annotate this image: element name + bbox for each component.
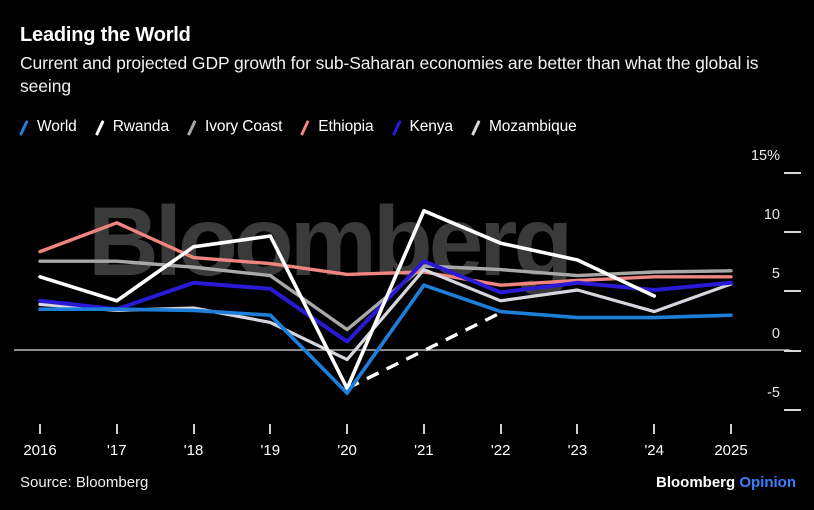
x-axis-label: 2025: [714, 442, 748, 459]
y-axis-tick: [784, 231, 801, 233]
x-axis: 2016 '17 '18 '19 '20 '21 '22 '23 '24 2025: [0, 424, 814, 464]
legend-item-label: Ivory Coast: [204, 118, 283, 135]
x-axis-tick: [422, 424, 425, 434]
chart-legend: World Rwanda Ivory Coast Ethiopia Kenya Mozam…: [18, 118, 594, 136]
projection-line-rwanda: [346, 311, 502, 390]
slash-swatch-icon: [94, 119, 106, 136]
x-axis-tick: [653, 424, 656, 434]
bloomberg-opinion-logo: Bloomberg Opinion: [656, 474, 796, 491]
x-axis-label: '22: [490, 442, 511, 459]
slash-swatch-icon: [186, 119, 198, 136]
x-axis-label: '18: [183, 442, 204, 459]
x-axis-tick: [499, 424, 502, 434]
x-axis-label: '19: [260, 442, 281, 459]
legend-item-label: Ethiopia: [318, 118, 374, 135]
y-axis-label: 5: [771, 266, 780, 282]
x-axis-tick: [730, 424, 732, 434]
y-axis-tick: [784, 172, 801, 174]
source-note: Source: Bloomberg: [20, 474, 149, 491]
x-axis-label: 2016: [23, 442, 57, 459]
y-axis-label: 10: [763, 207, 780, 223]
x-axis-label: '23: [567, 442, 588, 459]
slash-swatch-icon: [470, 119, 482, 136]
legend-item-label: World: [37, 118, 77, 135]
x-axis-label: '17: [106, 442, 127, 459]
legend-item-label: Rwanda: [112, 118, 169, 135]
brand-opinion: Opinion: [739, 474, 796, 491]
legend-item-mozambique[interactable]: Mozambique: [470, 118, 577, 136]
x-axis-label: '21: [414, 442, 434, 459]
legend-item-kenya[interactable]: Kenya: [391, 118, 453, 136]
slash-swatch-icon: [391, 119, 403, 136]
chart-subtitle: Current and projected GDP growth for sub…: [20, 53, 759, 97]
x-axis-label: '24: [644, 442, 664, 459]
legend-item-ethiopia[interactable]: Ethiopia: [299, 118, 374, 136]
legend-item-world[interactable]: World: [18, 118, 77, 136]
y-axis-label: -5: [767, 385, 780, 401]
y-axis-tick: [784, 409, 801, 411]
legend-item-rwanda[interactable]: Rwanda: [94, 118, 169, 136]
brand-bloomberg: Bloomberg: [656, 474, 736, 491]
legend-item-label: Kenya: [409, 118, 454, 135]
x-axis-tick: [39, 424, 41, 434]
legend-item-ivory-coast[interactable]: Ivory Coast: [186, 118, 282, 136]
x-axis-tick: [192, 424, 195, 434]
series-line-rwanda: [38, 209, 657, 391]
line-chart-svg: [14, 209, 790, 395]
y-axis-label: 0: [771, 326, 780, 342]
x-axis-tick: [269, 424, 272, 434]
series-line-world: [38, 283, 733, 395]
series-line-ethiopia: [38, 221, 733, 287]
x-axis-tick: [115, 424, 118, 434]
y-axis-tick: [784, 290, 801, 292]
slash-swatch-icon: [18, 119, 30, 136]
legend-item-label: Mozambique: [488, 118, 577, 135]
x-axis-label: '20: [337, 442, 357, 459]
y-axis-tick: [784, 350, 801, 352]
plot-area: [0, 140, 814, 430]
y-axis: 15% 10 5 0 -5: [744, 140, 806, 430]
page-title: Leading the World: [20, 24, 191, 46]
x-axis-tick: [346, 424, 349, 434]
y-axis-label: 15%: [750, 148, 780, 164]
slash-swatch-icon: [299, 119, 311, 136]
x-axis-tick: [576, 424, 579, 434]
